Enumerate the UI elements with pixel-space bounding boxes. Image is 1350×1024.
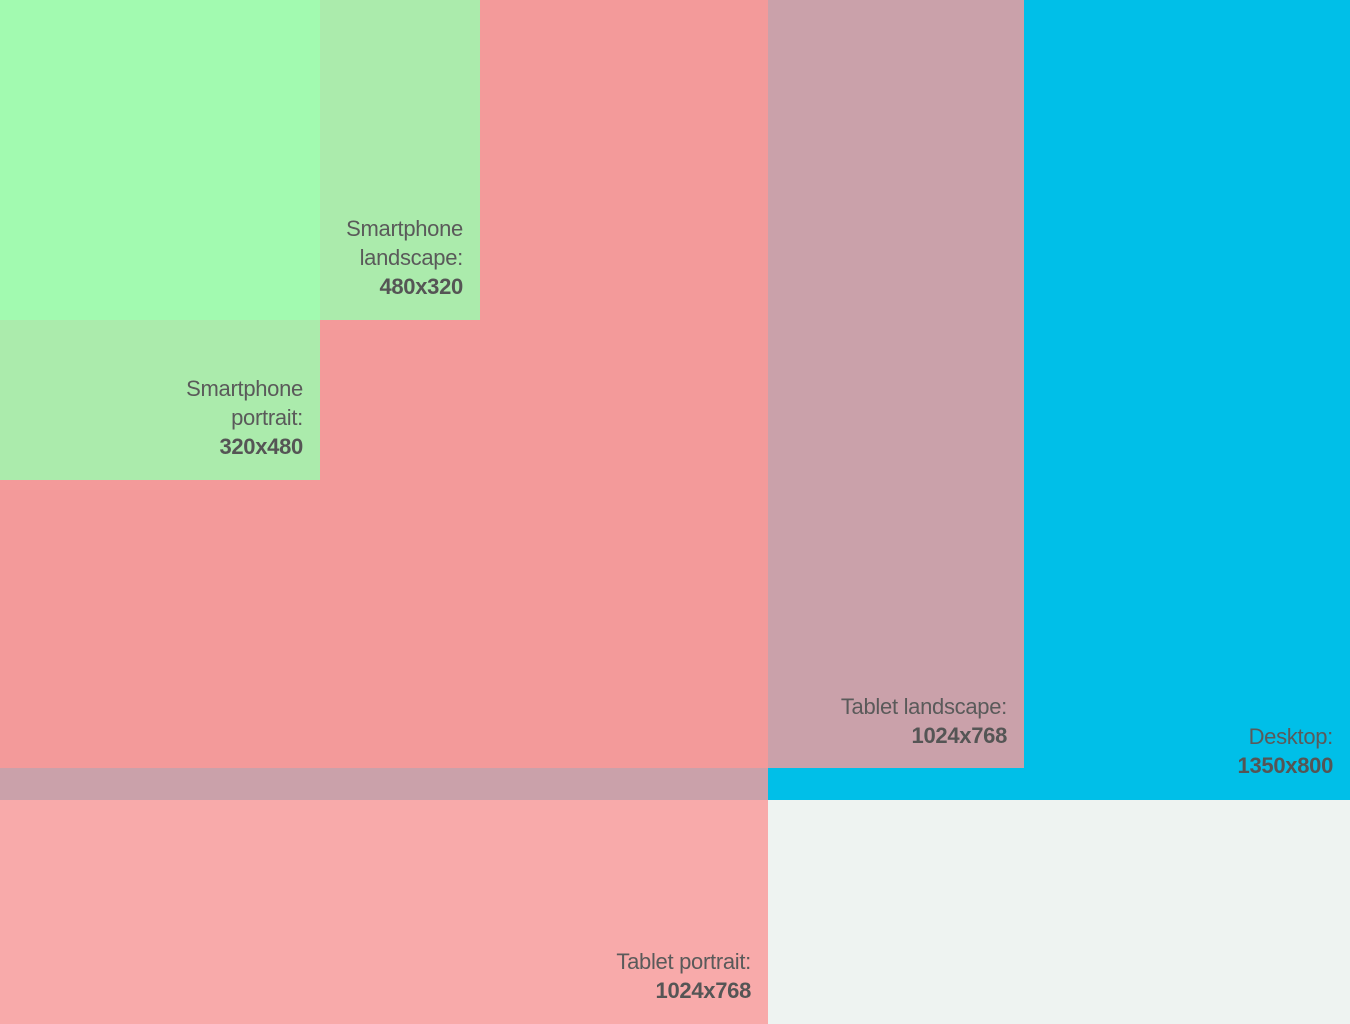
tablet-portrait-name: Tablet portrait: [616,949,751,974]
smartphone-landscape-size: 480x320 [379,274,463,299]
smartphone-overlap-region [0,0,320,320]
smartphone-portrait-label: Smartphone portrait: 320x480 [186,374,303,461]
smartphone-landscape-label: Smartphone landscape: 480x320 [346,214,463,301]
tablet-portrait-size: 1024x768 [655,978,752,1003]
smartphone-landscape-name-2: landscape: [359,245,464,270]
smartphone-landscape-name-1: Smartphone [346,216,463,241]
tablet-landscape-name: Tablet landscape: [840,694,1007,719]
smartphone-portrait-size: 320x480 [219,434,303,459]
desktop-name: Desktop: [1248,724,1334,749]
smartphone-portrait-name-2: portrait: [231,405,303,430]
smartphone-portrait-name-1: Smartphone [186,376,303,401]
desktop-size: 1350x800 [1237,753,1334,778]
desktop-label: Desktop: 1350x800 [1237,722,1334,780]
tablet-landscape-label: Tablet landscape: 1024x768 [841,692,1007,750]
tablet-portrait-label: Tablet portrait: 1024x768 [616,947,751,1005]
tablet-landscape-size: 1024x768 [911,723,1008,748]
